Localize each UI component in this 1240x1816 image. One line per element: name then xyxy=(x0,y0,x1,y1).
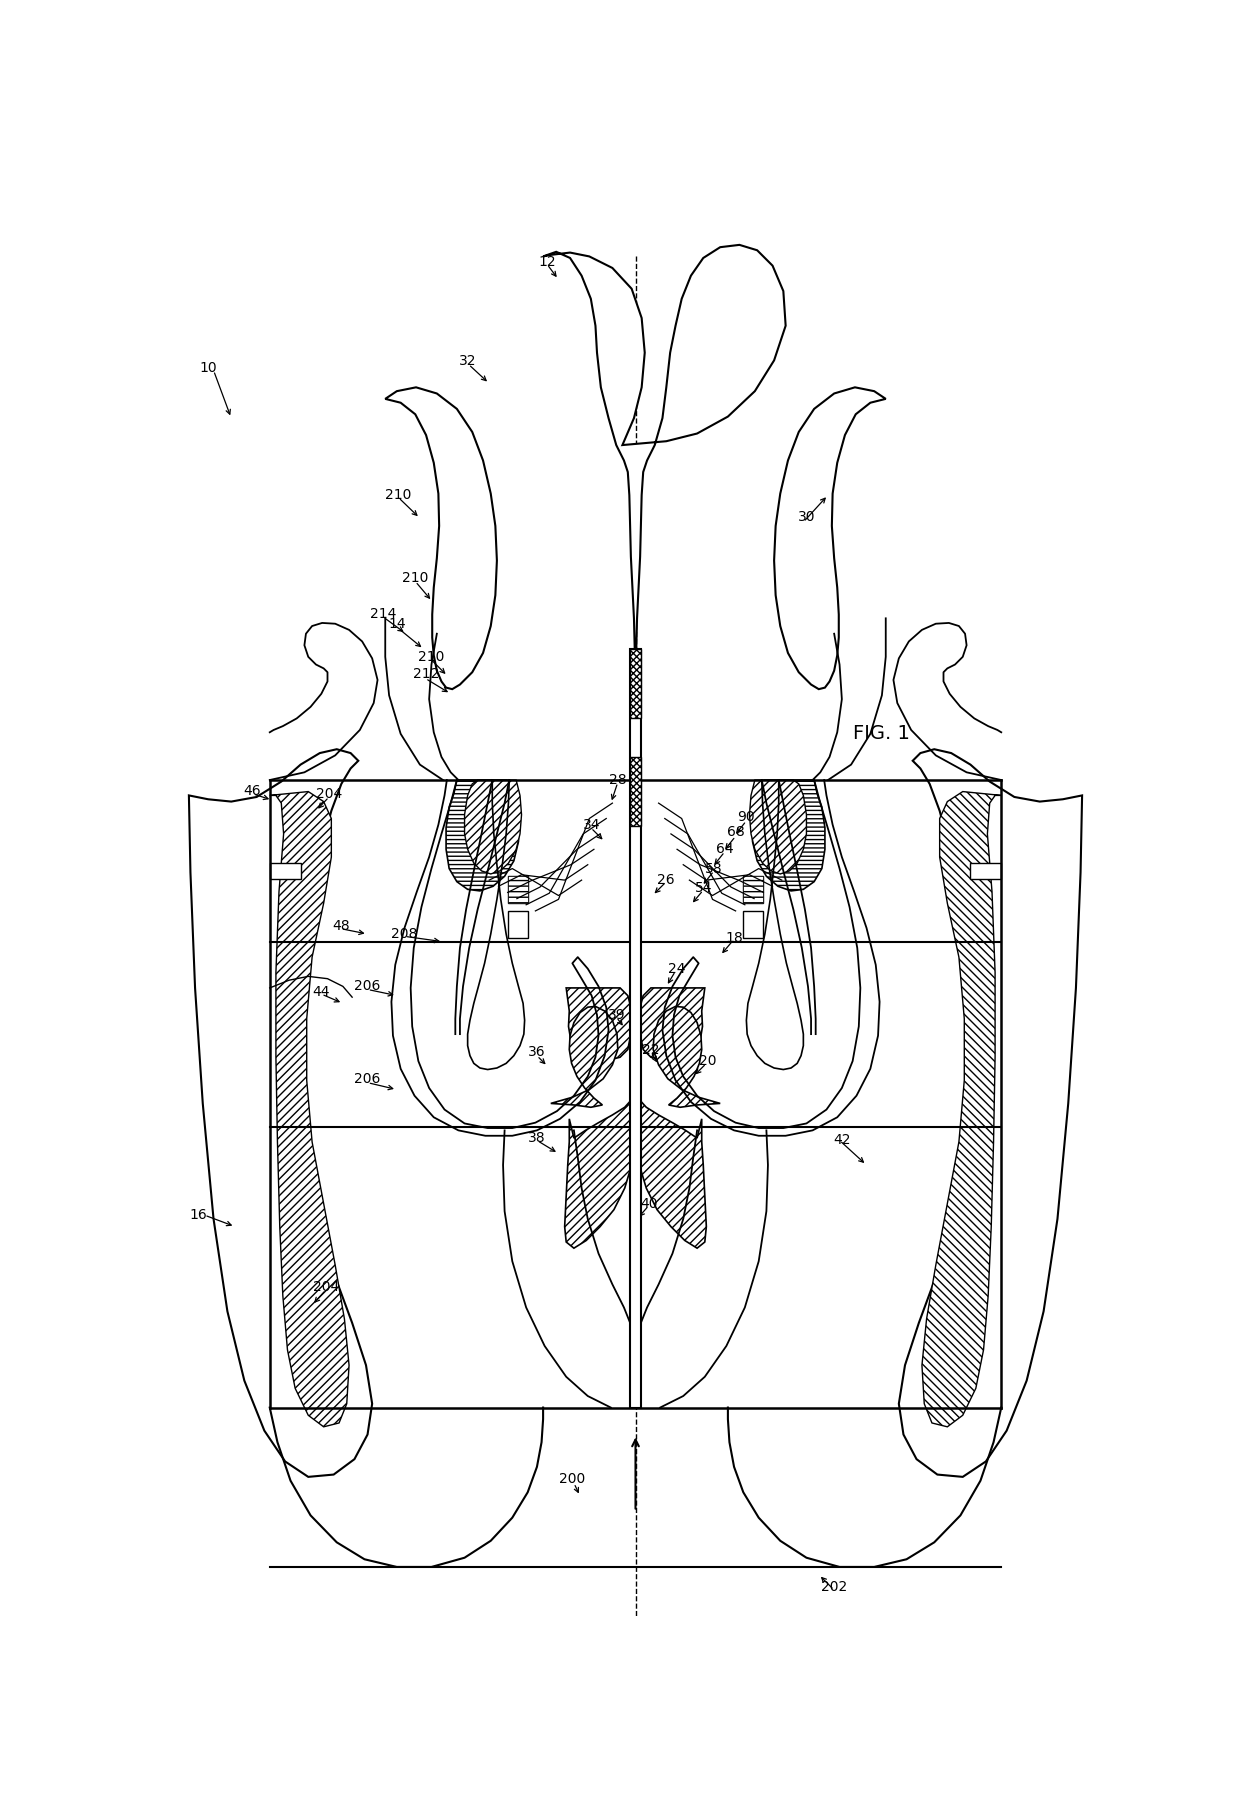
Text: 210: 210 xyxy=(386,489,412,501)
Text: 68: 68 xyxy=(727,824,744,839)
Text: 204: 204 xyxy=(312,1280,339,1293)
Text: 14: 14 xyxy=(388,617,405,630)
Text: 44: 44 xyxy=(312,984,330,999)
Polygon shape xyxy=(188,750,372,1476)
Polygon shape xyxy=(508,912,528,937)
Text: 42: 42 xyxy=(833,1133,851,1148)
Polygon shape xyxy=(465,781,522,873)
Polygon shape xyxy=(543,245,786,679)
Text: FIG. 1: FIG. 1 xyxy=(853,725,910,743)
Polygon shape xyxy=(743,912,763,937)
Text: 64: 64 xyxy=(715,843,734,857)
Text: 36: 36 xyxy=(528,1044,546,1059)
Text: 208: 208 xyxy=(392,926,418,941)
Polygon shape xyxy=(923,792,1001,1427)
Text: 32: 32 xyxy=(459,354,476,369)
Polygon shape xyxy=(637,1091,707,1248)
Polygon shape xyxy=(899,750,1083,1476)
Text: 24: 24 xyxy=(668,962,686,975)
Text: 210: 210 xyxy=(418,650,445,665)
Text: 20: 20 xyxy=(699,1053,717,1068)
Text: 90: 90 xyxy=(738,810,755,824)
Text: 30: 30 xyxy=(797,510,815,523)
Text: 48: 48 xyxy=(332,919,350,933)
Text: 39: 39 xyxy=(608,1008,626,1022)
Text: 28: 28 xyxy=(609,774,626,786)
Polygon shape xyxy=(743,877,763,903)
Text: 206: 206 xyxy=(355,979,381,993)
Text: 22: 22 xyxy=(642,1042,660,1057)
Text: 26: 26 xyxy=(657,873,675,888)
Polygon shape xyxy=(270,863,300,879)
Polygon shape xyxy=(749,781,806,873)
Polygon shape xyxy=(567,988,631,1061)
Polygon shape xyxy=(640,988,704,1061)
Polygon shape xyxy=(270,792,350,1427)
Polygon shape xyxy=(508,877,528,903)
Text: 212: 212 xyxy=(413,666,439,681)
Text: 34: 34 xyxy=(583,819,600,832)
Text: 200: 200 xyxy=(559,1473,585,1485)
Text: 206: 206 xyxy=(355,1071,381,1086)
Text: 40: 40 xyxy=(640,1197,657,1211)
Text: 18: 18 xyxy=(725,932,743,944)
Text: 214: 214 xyxy=(370,608,396,621)
Polygon shape xyxy=(753,781,825,892)
Polygon shape xyxy=(774,387,885,688)
Polygon shape xyxy=(630,757,641,826)
Polygon shape xyxy=(743,877,763,903)
Text: 10: 10 xyxy=(200,361,217,376)
Text: 202: 202 xyxy=(821,1580,847,1594)
Text: 12: 12 xyxy=(538,254,556,269)
Polygon shape xyxy=(508,877,528,903)
Polygon shape xyxy=(653,1006,720,1108)
Text: 210: 210 xyxy=(402,572,429,585)
Polygon shape xyxy=(630,648,641,719)
Text: 54: 54 xyxy=(694,881,712,895)
Polygon shape xyxy=(551,1006,618,1108)
Text: 204: 204 xyxy=(316,786,342,801)
Text: 46: 46 xyxy=(243,785,260,797)
Text: 38: 38 xyxy=(528,1131,546,1146)
Polygon shape xyxy=(630,648,641,1407)
Text: 16: 16 xyxy=(190,1208,207,1222)
Polygon shape xyxy=(564,1091,634,1248)
Polygon shape xyxy=(971,863,1001,879)
Polygon shape xyxy=(386,387,497,688)
Polygon shape xyxy=(446,781,518,892)
Text: 58: 58 xyxy=(706,861,723,875)
